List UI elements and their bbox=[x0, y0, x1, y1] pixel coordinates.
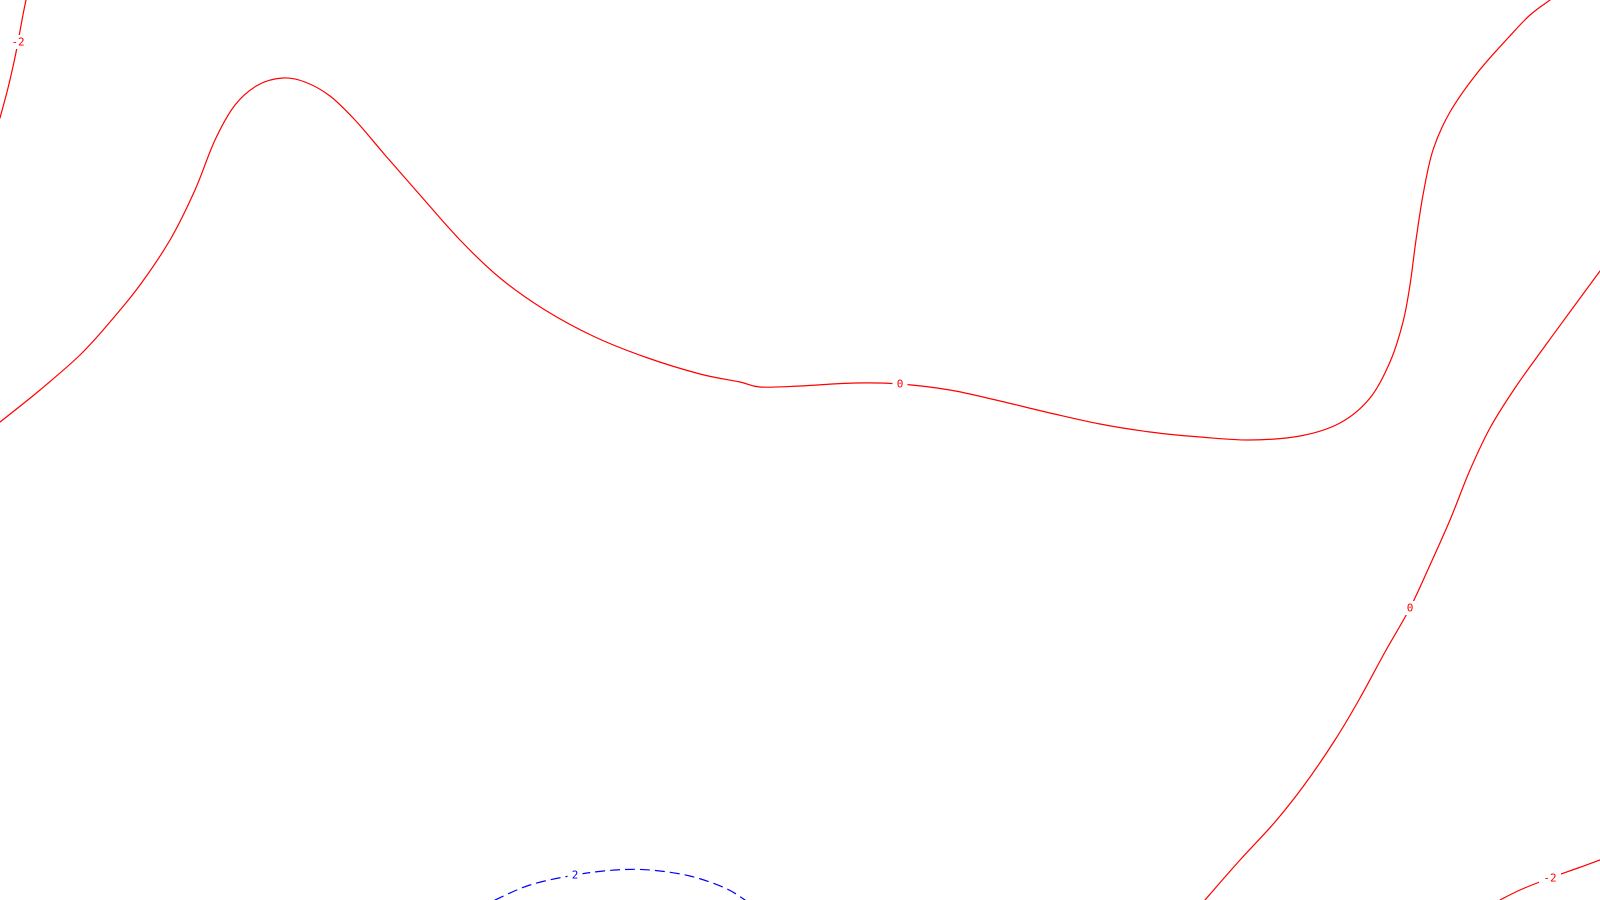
contour-label-top-left-minus2: -2 bbox=[11, 36, 24, 49]
contour-label-bottom-two: 2 bbox=[572, 869, 579, 882]
contour-label-bg-bottom-right-minus2 bbox=[1539, 871, 1561, 885]
contour-line-main-zero bbox=[0, 0, 1551, 441]
contour-labels: -2 0 0 -2 2 bbox=[7, 35, 1561, 885]
contour-label-main-zero: 0 bbox=[897, 378, 904, 391]
contour-label-bottom-right-minus2: -2 bbox=[1543, 872, 1556, 885]
contour-line-bottom-two bbox=[494, 868, 746, 900]
contour-line-top-left-minus2 bbox=[0, 0, 27, 119]
contour-label-right-zero: 0 bbox=[1407, 602, 1414, 615]
contour-label-bg-top-left-minus2 bbox=[7, 35, 29, 49]
contour-label-bg-bottom-two bbox=[567, 868, 583, 882]
contour-label-bg-right-zero bbox=[1402, 601, 1418, 615]
contour-line-right-zero bbox=[1204, 270, 1600, 900]
contour-label-bg-main-zero bbox=[892, 377, 908, 391]
